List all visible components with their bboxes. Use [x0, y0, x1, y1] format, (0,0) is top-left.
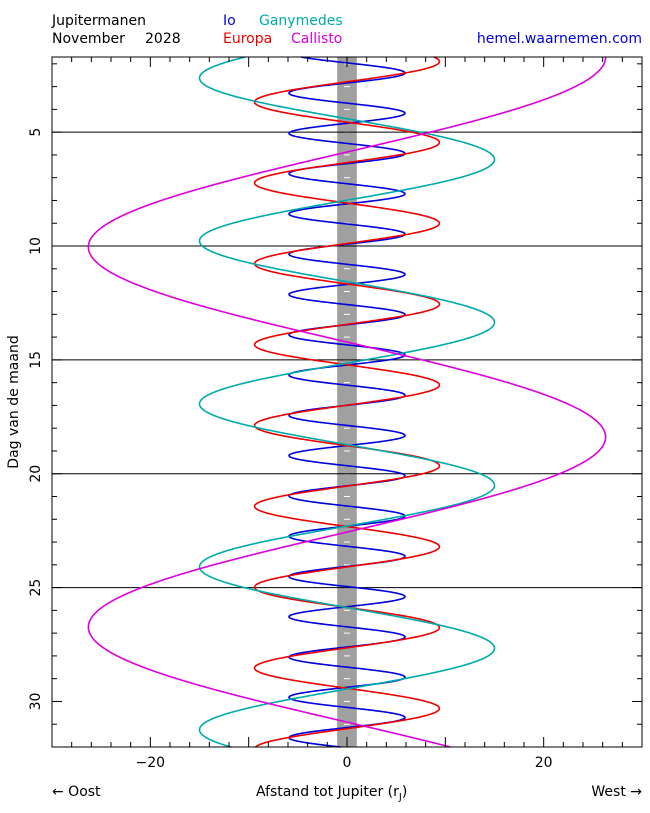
- y-tick-label-10: 10: [28, 237, 44, 255]
- legend-io: Io: [223, 13, 236, 29]
- title-year: 2028: [145, 31, 181, 47]
- title-month: November: [52, 31, 125, 47]
- website-link[interactable]: hemel.waarnemen.com: [476, 31, 642, 47]
- curve-europa: [253, 56, 441, 748]
- y-tick-label-20: 20: [28, 465, 44, 483]
- x-tick-label--20: −20: [136, 755, 166, 771]
- day-gridlines: [52, 131, 642, 589]
- y-tick-label-15: 15: [28, 351, 44, 369]
- jupiter-band-rect: [337, 57, 357, 747]
- title-line1: Jupitermanen: [52, 13, 146, 29]
- legend-callisto: Callisto: [291, 31, 343, 47]
- west-label: West →: [591, 784, 642, 800]
- y-tick-label-30: 30: [28, 693, 44, 711]
- x-tick-label-20: 20: [535, 755, 553, 771]
- x-axis-label-subscript: J: [398, 791, 402, 803]
- legend-ganymedes: Ganymedes: [259, 13, 343, 29]
- x-tick-label-0: 0: [343, 755, 352, 771]
- y-tick-label-25: 25: [28, 579, 44, 597]
- y-axis-label: Dag van de maand: [6, 335, 22, 468]
- curve-ganymedes: [198, 56, 496, 748]
- x-axis-label-end: ): [401, 784, 408, 800]
- axis-ticks: 5 10 15 20 25 30 −20 0 20: [28, 57, 643, 771]
- east-label: ← Oost: [52, 784, 101, 800]
- curve-callisto: [87, 56, 607, 748]
- x-axis-label-main: Afstand tot Jupiter (r: [256, 784, 399, 800]
- moon-curves: [87, 56, 607, 748]
- jupiter-band: [337, 57, 357, 747]
- legend-europa: Europa: [223, 31, 273, 47]
- y-tick-label-5: 5: [28, 128, 44, 137]
- x-axis-label: Afstand tot Jupiter (rJ): [256, 784, 407, 806]
